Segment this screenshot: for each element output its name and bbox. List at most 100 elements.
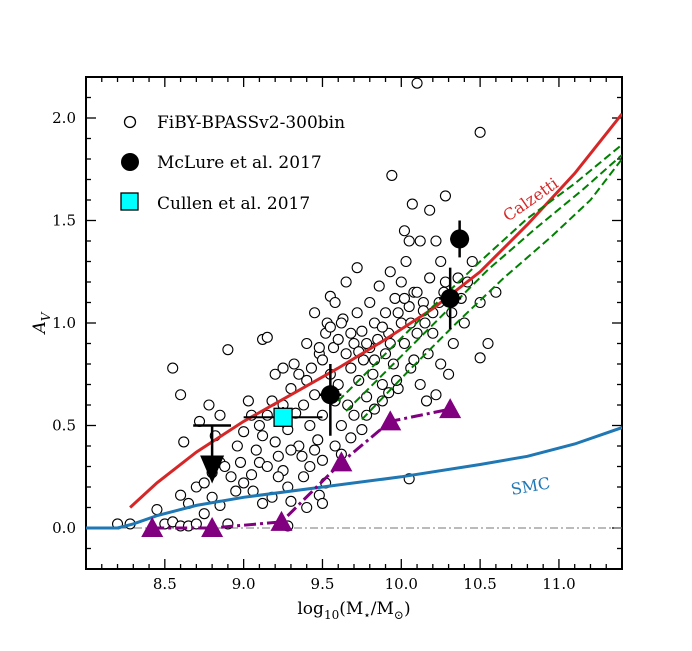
legend-marker-cyan-square (120, 192, 139, 211)
y-tick-label: 0.5 (52, 417, 76, 435)
fiby-point (490, 286, 502, 298)
fiby-point (392, 307, 404, 319)
fiby-point (340, 348, 352, 360)
fiby-point (219, 460, 231, 473)
fiby-point (395, 276, 407, 288)
purple-triangle-markers (141, 398, 462, 537)
fiby-point (474, 296, 486, 309)
fiby-point (422, 348, 434, 360)
fiby-point (447, 337, 459, 350)
fiby-point (324, 321, 336, 333)
fiby-point (151, 503, 163, 516)
purple-triangle (439, 398, 462, 419)
fiby-point (316, 454, 329, 466)
fiby-point (178, 436, 190, 448)
fiby-point (231, 440, 243, 452)
fiby-point (298, 471, 310, 483)
fiby-point (348, 337, 360, 350)
fiby-point (367, 368, 379, 380)
fiby-point (430, 389, 442, 401)
fiby-point (398, 225, 410, 237)
fiby-point (356, 325, 368, 337)
fiby-point (329, 440, 341, 452)
fiby-point (305, 362, 317, 374)
fiby-point (414, 378, 426, 391)
fiby-point (298, 399, 310, 411)
fiby-point (351, 262, 363, 274)
fiby-point (400, 255, 412, 268)
fiby-point (411, 77, 423, 89)
legend-label-cullen: Cullen et al. 2017 (157, 194, 310, 214)
fiby-point (190, 518, 202, 530)
fiby-point (348, 409, 360, 421)
fiby-point (435, 358, 447, 370)
fiby-scatter-points (111, 77, 502, 532)
fiby-point (406, 198, 418, 210)
fiby-point (414, 235, 426, 247)
purple-triangle (270, 510, 293, 531)
x-tick-label: 9.0 (232, 575, 256, 593)
fiby-point (356, 424, 368, 436)
fiby-point (340, 276, 352, 288)
fiby-point (435, 255, 447, 268)
fiby-point (214, 409, 226, 421)
fiby-point (301, 501, 313, 514)
fiby-point (198, 477, 210, 489)
fiby-point (474, 352, 486, 364)
fiby-point (384, 266, 396, 278)
mclure-upper-limit-arrow (200, 455, 225, 484)
x-tick-label: 9.5 (311, 575, 335, 593)
fiby-point (203, 399, 215, 411)
fiby-point (198, 508, 210, 520)
fiby-point (427, 327, 439, 339)
purple-triangle (330, 451, 353, 472)
x-tick-label: 8.5 (153, 575, 177, 593)
fiby-point (411, 286, 423, 298)
fiby-point (376, 395, 388, 407)
cullen-points (243, 407, 323, 428)
legend-marker-filled-circle (121, 153, 139, 171)
fiby-point (376, 321, 388, 333)
calzetti-curve (129, 112, 622, 509)
fiby-point (175, 489, 187, 501)
fiby-point (430, 235, 442, 247)
fiby-point (316, 409, 329, 421)
fiby-point (424, 204, 436, 216)
y-tick-label: 2.0 (52, 109, 76, 127)
fiby-point (234, 456, 247, 468)
fiby-point (419, 317, 431, 329)
fiby-point (288, 358, 300, 370)
fiby-point (272, 450, 284, 462)
fiby-point (379, 307, 392, 319)
axis-tick-labels: 8.5 9.0 9.5 10.0 10.5 11.0 0.0 0.5 1.0 1.5 2.0 (52, 109, 576, 593)
purple-triangle (141, 517, 164, 537)
fiby-point (329, 296, 341, 309)
fiby-point (261, 460, 273, 473)
fiby-point (272, 471, 284, 483)
fiby-point (167, 362, 179, 374)
fiby-point (482, 337, 494, 350)
fiby-point (458, 317, 470, 329)
fiby-point (296, 450, 308, 462)
purple-triangle (201, 517, 224, 537)
fiby-point (327, 342, 340, 354)
smc-curve-label: SMC (509, 473, 551, 499)
fiby-point (389, 292, 401, 304)
legend: FiBY-BPASSv2-300bin McLure et al. 2017 C… (120, 113, 345, 214)
fiby-point (332, 333, 344, 345)
fiby-point (269, 436, 281, 448)
mclure-point (450, 229, 470, 249)
fiby-point (398, 292, 410, 304)
fiby-point (285, 444, 297, 456)
fiby-point (304, 460, 316, 473)
fiby-point (253, 419, 265, 432)
fiby-point (309, 444, 321, 456)
fiby-point (335, 419, 347, 432)
fiby-point (411, 327, 423, 339)
fiby-point (361, 337, 373, 350)
fiby-point (466, 255, 478, 268)
fiby-point (222, 344, 234, 356)
green-dashed-curves (337, 143, 622, 421)
cullen-square (273, 407, 293, 427)
